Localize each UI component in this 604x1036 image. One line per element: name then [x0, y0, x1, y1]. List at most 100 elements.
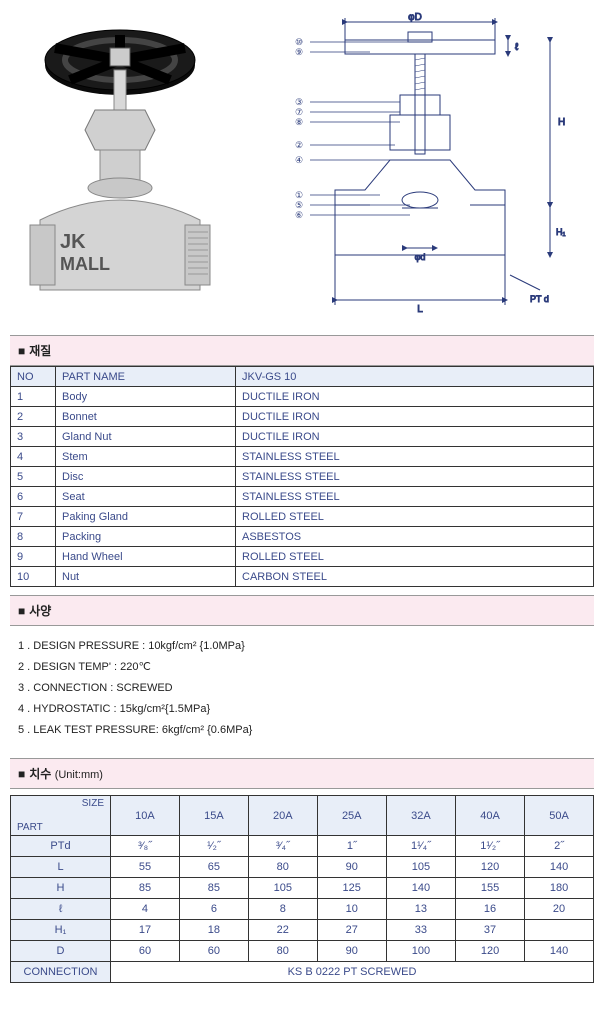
- svg-text:φD: φD: [408, 12, 422, 23]
- dim-cell: 16: [456, 899, 525, 920]
- table-row: 3Gland NutDUCTILE IRON: [11, 427, 594, 447]
- cell-no: 4: [11, 447, 56, 467]
- table-row: 5DiscSTAINLESS STEEL: [11, 467, 594, 487]
- size-col: 25A: [317, 796, 386, 836]
- dim-cell: 1¹⁄₂˝: [456, 836, 525, 857]
- dim-cell: 100: [386, 941, 455, 962]
- dims-unit: (Unit:mm): [55, 769, 103, 781]
- dim-cell: 37: [456, 920, 525, 941]
- brand-text-2: MALL: [60, 254, 110, 274]
- spec-line: 4 . HYDROSTATIC : 15kg/cm²{1.5MPa}: [18, 699, 586, 720]
- cell-no: 3: [11, 427, 56, 447]
- cell-name: Seat: [56, 487, 236, 507]
- dim-cell: 90: [317, 941, 386, 962]
- materials-table: NO PART NAME JKV-GS 10 1BodyDUCTILE IRON…: [10, 366, 594, 587]
- dim-cell: 65: [179, 857, 248, 878]
- dim-cell: 27: [317, 920, 386, 941]
- dim-cell: 1˝: [317, 836, 386, 857]
- spec-line: 3 . CONNECTION : SCREWED: [18, 678, 586, 699]
- col-no: NO: [11, 367, 56, 387]
- dim-cell: 17: [111, 920, 180, 941]
- spec-line: 1 . DESIGN PRESSURE : 10kgf/cm² {1.0MPa}: [18, 636, 586, 657]
- dim-cell: 60: [179, 941, 248, 962]
- cell-mat: DUCTILE IRON: [236, 427, 594, 447]
- table-row: 9Hand WheelROLLED STEEL: [11, 547, 594, 567]
- size-col: 32A: [386, 796, 455, 836]
- size-col: 20A: [248, 796, 317, 836]
- cell-name: Packing: [56, 527, 236, 547]
- dim-cell: 85: [111, 878, 180, 899]
- row-label: PTd: [11, 836, 111, 857]
- connection-value: KS B 0222 PT SCREWED: [111, 962, 594, 983]
- cell-name: Hand Wheel: [56, 547, 236, 567]
- top-images-row: JK MALL φD ℓ: [10, 10, 594, 320]
- valve-diagram: φD ℓ: [250, 10, 570, 320]
- cell-no: 10: [11, 567, 56, 587]
- size-col: 10A: [111, 796, 180, 836]
- size-col: 50A: [525, 796, 594, 836]
- cell-mat: STAINLESS STEEL: [236, 447, 594, 467]
- svg-text:φd: φd: [415, 252, 426, 262]
- dim-cell: 33: [386, 920, 455, 941]
- valve-photo: JK MALL: [10, 10, 230, 320]
- svg-text:④: ④: [295, 155, 303, 165]
- specs-list: 1 . DESIGN PRESSURE : 10kgf/cm² {1.0MPa}…: [10, 626, 594, 750]
- cell-name: Stem: [56, 447, 236, 467]
- dim-cell: 55: [111, 857, 180, 878]
- cell-name: Disc: [56, 467, 236, 487]
- dim-cell: 120: [456, 857, 525, 878]
- cell-no: 6: [11, 487, 56, 507]
- dim-cell: 6: [179, 899, 248, 920]
- table-row: H₁171822273337: [11, 920, 594, 941]
- section-header-dims: ■치수 (Unit:mm): [10, 758, 594, 789]
- svg-text:②: ②: [295, 140, 303, 150]
- cell-no: 7: [11, 507, 56, 527]
- svg-text:⑧: ⑧: [295, 117, 303, 127]
- spec-line: 5 . LEAK TEST PRESSURE: 6kgf/cm² {0.6MPa…: [18, 720, 586, 741]
- dim-cell: 120: [456, 941, 525, 962]
- svg-text:PT d: PT d: [530, 294, 549, 304]
- row-label: H: [11, 878, 111, 899]
- materials-title: 재질: [29, 344, 51, 358]
- dim-cell: 125: [317, 878, 386, 899]
- dim-cell: 10: [317, 899, 386, 920]
- dim-cell: ¹⁄₂˝: [179, 836, 248, 857]
- svg-text:①: ①: [295, 190, 303, 200]
- cell-mat: STAINLESS STEEL: [236, 487, 594, 507]
- cell-mat: ROLLED STEEL: [236, 507, 594, 527]
- svg-text:⑨: ⑨: [295, 47, 303, 57]
- table-row: 8PackingASBESTOS: [11, 527, 594, 547]
- table-row: 4StemSTAINLESS STEEL: [11, 447, 594, 467]
- size-col: 40A: [456, 796, 525, 836]
- cell-name: Body: [56, 387, 236, 407]
- dim-cell: 80: [248, 941, 317, 962]
- table-row: 2BonnetDUCTILE IRON: [11, 407, 594, 427]
- dim-cell: 85: [179, 878, 248, 899]
- dim-cell: 105: [386, 857, 455, 878]
- cell-no: 1: [11, 387, 56, 407]
- row-label: ℓ: [11, 899, 111, 920]
- cell-mat: ASBESTOS: [236, 527, 594, 547]
- section-header-specs: ■사양: [10, 595, 594, 626]
- table-row: PTd³⁄₈˝¹⁄₂˝³⁄₄˝1˝1¹⁄₄˝1¹⁄₂˝2˝: [11, 836, 594, 857]
- dim-cell: 13: [386, 899, 455, 920]
- cell-name: Nut: [56, 567, 236, 587]
- dim-cell: 22: [248, 920, 317, 941]
- dims-title: 치수: [29, 767, 51, 781]
- table-row: 6SeatSTAINLESS STEEL: [11, 487, 594, 507]
- dim-cell: 1¹⁄₄˝: [386, 836, 455, 857]
- cell-no: 9: [11, 547, 56, 567]
- svg-text:H: H: [558, 117, 565, 128]
- cell-mat: DUCTILE IRON: [236, 387, 594, 407]
- svg-text:L: L: [417, 304, 423, 315]
- dim-cell: [525, 920, 594, 941]
- size-part-header: SIZE PART: [11, 796, 111, 836]
- table-row: 7Paking GlandROLLED STEEL: [11, 507, 594, 527]
- dimensions-table: SIZE PART 10A 15A 20A 25A 32A 40A 50A PT…: [10, 795, 594, 983]
- svg-text:⑦: ⑦: [295, 107, 303, 117]
- cell-mat: DUCTILE IRON: [236, 407, 594, 427]
- dim-cell: 180: [525, 878, 594, 899]
- dim-cell: 18: [179, 920, 248, 941]
- cell-mat: CARBON STEEL: [236, 567, 594, 587]
- cell-no: 2: [11, 407, 56, 427]
